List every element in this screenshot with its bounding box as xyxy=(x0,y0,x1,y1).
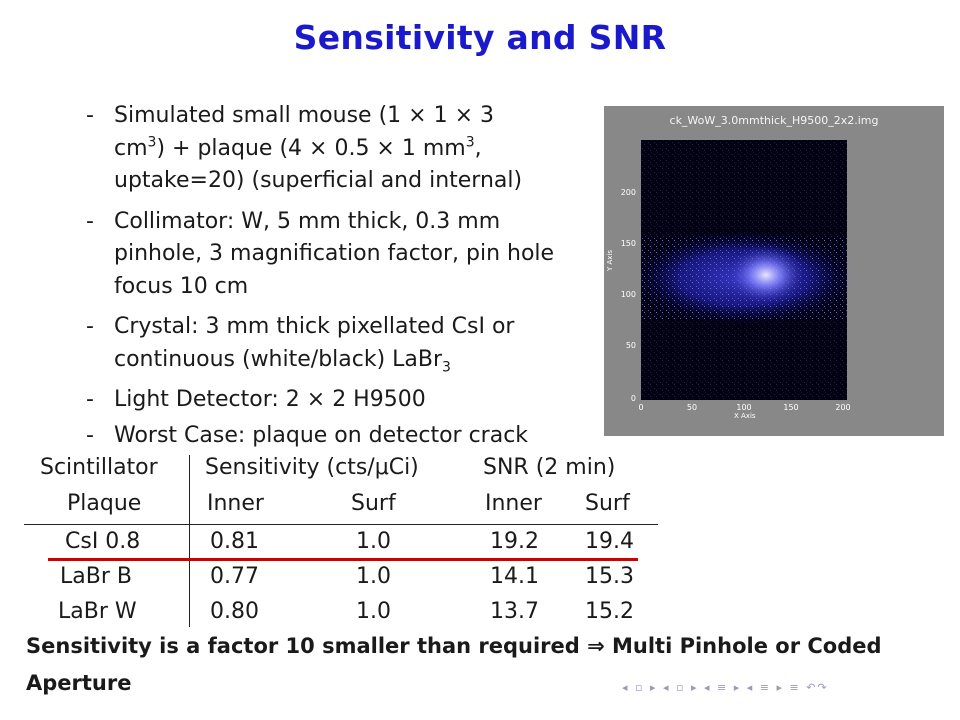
y-tick-label: 0 xyxy=(630,394,636,403)
bullet-text: Worst Case: plaque on detector crack xyxy=(114,423,529,448)
table-cell: 0.77 xyxy=(210,564,259,589)
table-cell: LaBr W xyxy=(58,599,137,624)
table-header-cell: Scintillator xyxy=(40,455,158,480)
bullet-text: , xyxy=(474,135,482,161)
table-header-cell: Inner xyxy=(485,491,542,516)
bullet-text: Crystal: 3 mm thick pixellated CsI or co… xyxy=(114,314,515,372)
table-header-cell: Surf xyxy=(585,491,630,516)
bullet-dash: - xyxy=(86,103,94,128)
table-cell: 15.3 xyxy=(585,564,634,589)
table-cell: 19.4 xyxy=(585,529,634,554)
bullet-text: ) + plaque (4 × 0.5 × 1 mm xyxy=(156,135,466,161)
table-cell: CsI 0.8 xyxy=(65,529,141,554)
simulation-image: ck_WoW_3.0mmthick_H9500_2x2.img xyxy=(604,106,944,436)
y-tick-label: 200 xyxy=(620,188,636,197)
highlight-underline xyxy=(48,558,638,561)
table-header-cell: Plaque xyxy=(67,491,142,516)
image-plot-area xyxy=(641,140,847,400)
x-tick-label: 0 xyxy=(638,403,644,412)
table-cell: 14.1 xyxy=(490,564,539,589)
x-tick-label: 100 xyxy=(736,403,752,412)
bullet-subscript: 3 xyxy=(442,358,451,375)
bullet-dash: - xyxy=(86,387,94,412)
bullet-dash: - xyxy=(86,423,94,448)
table-cell: 15.2 xyxy=(585,599,634,624)
conclusion-text: Sensitivity is a factor 10 smaller than … xyxy=(26,634,882,695)
bullet-text: Simulated small mouse (1 × 1 × 3 xyxy=(114,103,494,128)
bullet-text: Light Detector: 2 × 2 H9500 xyxy=(114,387,426,412)
slide-title: Sensitivity and SNR xyxy=(293,18,667,57)
table-header-cell: Sensitivity (cts/μCi) xyxy=(205,455,419,480)
x-tick-label: 150 xyxy=(783,403,799,412)
table-cell: 1.0 xyxy=(356,599,391,624)
bullet-item: - Collimator: W, 5 mm thick, 0.3 mm pinh… xyxy=(86,206,566,304)
table-cell: 0.80 xyxy=(210,599,259,624)
y-tick-label: 50 xyxy=(625,341,636,350)
bullet-list: - Simulated small mouse (1 × 1 × 3 cm3) … xyxy=(86,100,566,448)
table-cell: 13.7 xyxy=(490,599,539,624)
hotspot-image xyxy=(641,140,847,400)
bullet-superscript: 3 xyxy=(465,134,475,151)
slide-navigation-icons[interactable]: ◂ ▫ ▸ ◂ ▫ ▸ ◂ ≡ ▸ ◂ ≡ ▸ ≡ ↶↷ xyxy=(622,681,829,694)
bullet-text: cm xyxy=(114,135,148,161)
table-cell: LaBr B xyxy=(60,564,132,589)
table-cell: 19.2 xyxy=(490,529,539,554)
bullet-item: - Simulated small mouse (1 × 1 × 3 cm3) … xyxy=(86,100,566,198)
image-title: ck_WoW_3.0mmthick_H9500_2x2.img xyxy=(669,114,879,127)
table-cell: 1.0 xyxy=(356,564,391,589)
bullet-text: Collimator: W, 5 mm thick, 0.3 mm pinhol… xyxy=(114,208,555,299)
table-cell: 0.81 xyxy=(210,529,259,554)
x-axis-label: X Axis xyxy=(734,412,756,420)
y-axis-label: Y Axis xyxy=(606,249,614,271)
table-header-cell: Inner xyxy=(207,491,264,516)
table-cell: 1.0 xyxy=(356,529,391,554)
bullet-text: uptake=20) (superficial and internal) xyxy=(114,168,523,193)
table-divider-vertical xyxy=(189,455,190,627)
bullet-superscript: 3 xyxy=(147,134,157,151)
table-header-cell: Surf xyxy=(351,491,396,516)
x-tick-label: 200 xyxy=(835,403,851,412)
bullet-item: - Crystal: 3 mm thick pixellated CsI or … xyxy=(86,311,566,376)
bullet-dash: - xyxy=(86,314,94,339)
bullet-item: - Light Detector: 2 × 2 H9500 xyxy=(86,384,566,417)
bullet-dash: - xyxy=(86,208,94,234)
table-divider-horizontal xyxy=(24,524,658,525)
bullet-item: - Worst Case: plaque on detector crack xyxy=(86,420,528,453)
y-tick-label: 100 xyxy=(620,290,636,299)
y-tick-label: 150 xyxy=(620,239,636,248)
table-header-cell: SNR (2 min) xyxy=(483,455,616,480)
x-tick-label: 50 xyxy=(686,403,698,412)
